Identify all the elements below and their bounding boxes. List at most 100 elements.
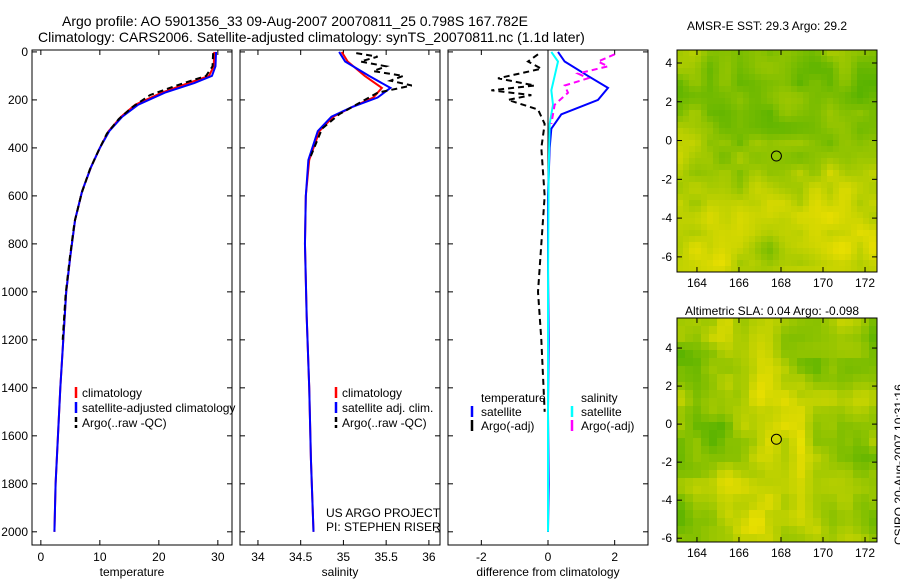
- map-cell: [845, 182, 851, 188]
- map-cell: [797, 446, 805, 454]
- map-cell: [857, 134, 863, 140]
- map-cell: [683, 62, 689, 68]
- map-cell: [761, 158, 767, 164]
- salinity-panel: [239, 49, 441, 546]
- map-cell: [821, 446, 829, 454]
- map-cell: [749, 68, 755, 74]
- map-cell: [773, 248, 779, 254]
- map-cell: [851, 170, 857, 176]
- map-cell: [767, 116, 773, 122]
- map-cell: [743, 152, 749, 158]
- map-cell: [805, 454, 813, 462]
- map-cell: [813, 350, 821, 358]
- map-cell: [707, 230, 713, 236]
- map-cell: [779, 122, 785, 128]
- map-cell: [781, 390, 789, 398]
- map-cell: [719, 122, 725, 128]
- map-cell: [719, 260, 725, 266]
- map-cell: [827, 134, 833, 140]
- map-cell: [815, 260, 821, 266]
- map-cell: [779, 224, 785, 230]
- map-cell: [707, 254, 713, 260]
- legend-label: satellite adj. clim.: [342, 401, 433, 415]
- map-cell: [683, 128, 689, 134]
- map-cell: [701, 158, 707, 164]
- map-cell: [833, 80, 839, 86]
- map-cell: [685, 462, 693, 470]
- map-cell: [677, 430, 685, 438]
- map-cell: [677, 526, 685, 534]
- map-cell: [755, 110, 761, 116]
- map-cell: [839, 260, 845, 266]
- map-cell: [685, 374, 693, 382]
- map-cell: [725, 182, 731, 188]
- map-cell: [845, 438, 853, 446]
- map-cell: [857, 164, 863, 170]
- map-cell: [767, 194, 773, 200]
- map-cell: [785, 212, 791, 218]
- map-cell: [749, 374, 757, 382]
- map-cell: [731, 68, 737, 74]
- map-cell: [737, 110, 743, 116]
- series-line-salinity-argo-adj-: [550, 53, 616, 125]
- map-cell: [725, 200, 731, 206]
- map-cell: [701, 266, 707, 272]
- map-cell: [693, 478, 701, 486]
- y-tick-label: 2: [665, 95, 672, 109]
- map-cell: [695, 170, 701, 176]
- map-cell: [677, 188, 683, 194]
- map-cell: [725, 86, 731, 92]
- map-cell: [677, 212, 683, 218]
- map-cell: [755, 242, 761, 248]
- map-cell: [773, 422, 781, 430]
- map-cell: [827, 104, 833, 110]
- map-cell: [701, 104, 707, 110]
- map-cell: [845, 454, 853, 462]
- map-cell: [719, 50, 725, 56]
- map-cell: [731, 230, 737, 236]
- map-cell: [821, 526, 829, 534]
- map-cell: [845, 50, 851, 56]
- map-cell: [725, 470, 733, 478]
- map-cell: [781, 502, 789, 510]
- map-cell: [755, 164, 761, 170]
- map-cell: [725, 390, 733, 398]
- map-cell: [805, 342, 813, 350]
- map-cell: [805, 518, 813, 526]
- map-cell: [815, 206, 821, 212]
- map-cell: [779, 74, 785, 80]
- map-cell: [797, 116, 803, 122]
- map-cell: [677, 510, 685, 518]
- map-cell: [853, 406, 861, 414]
- map-cell: [677, 478, 685, 486]
- map-cell: [833, 104, 839, 110]
- map-cell: [869, 158, 875, 164]
- map-cell: [797, 110, 803, 116]
- map-cell: [829, 478, 837, 486]
- map-cell: [853, 518, 861, 526]
- map-cell: [869, 62, 875, 68]
- map-cell: [749, 164, 755, 170]
- map-cell: [717, 438, 725, 446]
- map-cell: [829, 502, 837, 510]
- map-cell: [773, 534, 781, 542]
- map-cell: [709, 486, 717, 494]
- map-cell: [695, 134, 701, 140]
- x-tick-label: 35.5: [374, 550, 398, 564]
- map-cell: [785, 200, 791, 206]
- map-cell: [869, 146, 875, 152]
- map-cell: [689, 248, 695, 254]
- map-cell: [707, 104, 713, 110]
- map-cell: [779, 80, 785, 86]
- map-cell: [845, 146, 851, 152]
- map-cell: [869, 430, 877, 438]
- map-cell: [737, 224, 743, 230]
- map-cell: [815, 200, 821, 206]
- series-line-salinity-satellite: [547, 51, 560, 532]
- map-cell: [757, 366, 765, 374]
- map-cell: [833, 50, 839, 56]
- map-cell: [821, 206, 827, 212]
- map-cell: [683, 80, 689, 86]
- map-cell: [845, 134, 851, 140]
- map-cell: [725, 486, 733, 494]
